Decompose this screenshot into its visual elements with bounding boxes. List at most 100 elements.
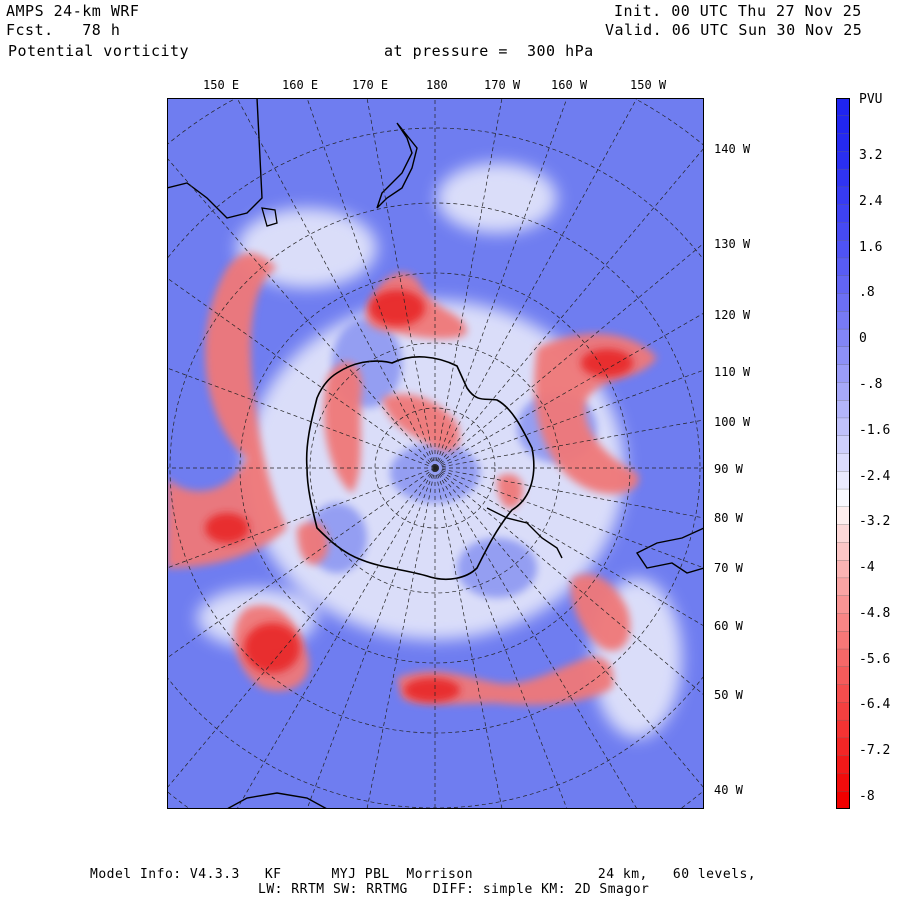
colorbar-cell [836,737,850,757]
top-lon-label: 160 W [551,78,588,92]
colorbar-cell [836,293,850,312]
colorbar-tick-label: 1.6 [859,239,883,255]
model-title: AMPS 24-km WRF [6,2,140,20]
colorbar-tick-label: -6.4 [859,697,891,713]
africa-coastline [226,792,328,809]
right-lon-label: 50 W [714,688,743,702]
colorbar-cell [836,417,850,437]
colorbar-cell [836,559,850,579]
colorbar-frame [836,98,850,809]
colorbar-cell [836,364,850,383]
colorbar-cell [836,471,850,490]
colorbar-cell [836,435,850,454]
top-lon-label: 180 [426,78,448,92]
valid-label: Valid. [605,21,663,39]
top-lon-label: 170 E [352,78,389,92]
right-lon-label: 80 W [714,511,743,525]
colorbar-tick-label: -4.8 [859,605,891,621]
colorbar-cell [836,204,850,223]
right-lon-label: 40 W [714,783,743,797]
colorbar [836,98,850,809]
colorbar-cell [836,346,850,366]
top-lon-label: 150 E [203,78,240,92]
colorbar-cell [836,382,850,401]
colorbar-tick-label: -8 [859,789,875,804]
colorbar-cell [836,168,850,188]
colorbar-cell [836,98,850,117]
model-info-line1: Model Info: V4.3.3 KF MYJ PBL Morrison 2… [90,867,757,882]
right-lon-label: 130 W [714,237,751,251]
colorbar-cell [836,648,850,668]
colorbar-cell [836,791,850,809]
colorbar-cell [836,684,850,703]
colorbar-tick-label: -3.2 [859,514,891,530]
init-time: Init. 00 UTC Thu 27 Nov 25 [614,3,862,20]
colorbar-cell [836,506,850,526]
colorbar-cell [836,524,850,543]
pressure-level: at pressure = 300 hPa [384,43,594,60]
colorbar-cell [836,115,850,134]
colorbar-cell [836,595,850,614]
fcst-value: 78 h [82,21,121,39]
colorbar-cell [836,328,850,348]
right-lon-label: 100 W [714,415,751,429]
colorbar-cell [836,275,850,294]
tasmania-coastline [261,207,278,227]
right-lon-label: 60 W [714,619,743,633]
init-value: 00 UTC Thu 27 Nov 25 [671,2,862,20]
right-lon-label: 90 W [714,462,743,476]
colorbar-cell [836,400,850,419]
colorbar-tick-label: -1.6 [859,422,891,438]
colorbar-cell [836,773,850,792]
colorbar-cell [836,755,850,774]
colorbar-cell [836,151,850,170]
colorbar-cell [836,488,850,508]
model-info-line2: LW: RRTM SW: RRTMG DIFF: simple KM: 2D S… [258,882,650,897]
colorbar-cell [836,631,850,650]
level-value: 300 hPa [526,42,594,60]
colorbar-cell [836,222,850,241]
valid-value: 06 UTC Sun 30 Nov 25 [671,21,863,39]
colorbar-tick-label: .8 [859,285,875,301]
right-lon-label: 70 W [714,561,743,575]
pv-strong-negative-cores [205,290,633,702]
colorbar-tick-label: -5.6 [859,651,891,667]
init-label: Init. [614,2,662,20]
colorbar-tick-label: -4 [859,560,875,576]
map-frame [167,98,704,809]
top-lon-label: 150 W [630,78,667,92]
new-zealand-coastline [376,122,418,209]
field-name: Potential vorticity [8,42,190,60]
colorbar-unit: PVU [859,92,883,107]
colorbar-tick-label: 3.2 [859,148,883,163]
colorbar-cell [836,133,850,152]
colorbar-cell [836,702,850,721]
fcst-label: Fcst. [6,21,54,39]
colorbar-tick-label: 2.4 [859,193,883,209]
colorbar-tick-label: -7.2 [859,743,891,759]
colorbar-cell [836,240,850,259]
colorbar-cell [836,613,850,632]
right-lon-label: 140 W [714,142,751,156]
colorbar-cell [836,453,850,472]
top-lon-label: 170 W [484,78,521,92]
antarctic-peninsula-coastline [486,507,563,559]
top-lon-label: 160 E [282,78,319,92]
colorbar-cell [836,257,850,277]
colorbar-cell [836,542,850,561]
colorbar-cell [836,186,850,206]
colorbar-cell [836,311,850,330]
forecast-hour: Fcst. 78 h [6,22,120,39]
right-lon-label: 110 W [714,365,751,379]
potential-vorticity-map [167,98,704,809]
colorbar-tick-label: -.8 [859,376,883,392]
colorbar-tick-label: -2.4 [859,468,891,484]
colorbar-cell [836,719,850,739]
valid-time: Valid. 06 UTC Sun 30 Nov 25 [605,22,862,39]
colorbar-cell [836,666,850,686]
level-text: at pressure = [384,42,508,60]
south-america-coastline [635,527,704,574]
colorbar-cell [836,577,850,597]
right-lon-label: 120 W [714,308,751,322]
colorbar-tick-label: 0 [859,331,867,347]
